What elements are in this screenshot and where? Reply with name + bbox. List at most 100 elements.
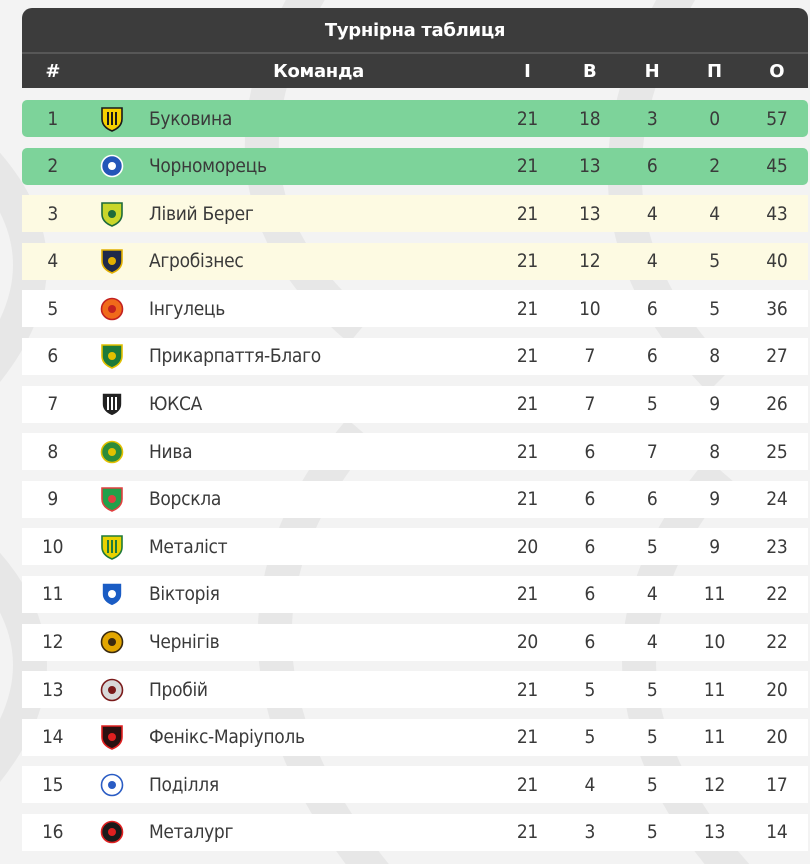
header-divider [22,52,808,54]
table-row[interactable]: 10 Металіст 20 6 5 9 23 [22,528,808,566]
team-name: Металіст [148,535,228,558]
team-logo-cell [83,439,141,465]
team-points: 45 [766,155,788,178]
team-name: Чернігів [148,631,220,654]
games-played: 21 [516,726,538,749]
team-points: 57 [766,107,788,130]
table-row[interactable]: 14 Фенікс-Маріуполь 21 5 5 11 20 [22,718,808,756]
team-logo-cell [83,724,141,751]
table-row[interactable]: 9 Ворскла 21 6 6 9 24 [22,480,808,518]
table-row[interactable]: 2 Чорноморець 21 13 6 2 45 [22,147,808,185]
games-drawn: 6 [646,345,658,368]
table-row[interactable]: 8 Нива 21 6 7 8 25 [22,433,808,471]
games-played: 21 [516,821,538,844]
games-played: 21 [516,250,538,273]
games-played: 21 [516,297,538,320]
team-crest-icon [101,249,123,275]
team-points: 43 [766,202,788,225]
team-points: 20 [766,726,788,749]
row-position: 2 [47,155,58,178]
games-won: 4 [584,773,596,796]
games-drawn: 6 [646,488,658,511]
table-row[interactable]: 4 Агробізнес 21 12 4 5 40 [22,242,808,280]
games-drawn: 5 [646,821,658,844]
games-played: 21 [516,488,538,511]
games-played: 21 [516,393,538,416]
games-drawn: 6 [646,297,658,320]
games-played: 20 [516,535,538,558]
standings-table: Турнірна таблиця # Команда І В Н П О 1 Бу… [22,8,808,862]
games-drawn: 5 [646,535,658,558]
team-points: 25 [766,440,788,463]
games-lost: 11 [703,726,726,749]
team-points: 26 [766,393,788,416]
row-position: 1 [47,107,58,130]
games-drawn: 5 [646,773,658,796]
games-lost: 9 [709,393,720,416]
team-logo-cell [83,106,141,132]
games-drawn: 4 [646,202,658,225]
table-row[interactable]: 11 Вікторія 21 6 4 11 22 [22,575,808,613]
team-name: Чорноморець [148,155,267,178]
games-lost: 9 [709,488,720,511]
games-lost: 10 [703,631,726,654]
games-lost: 5 [709,297,720,320]
team-logo-cell [83,153,141,179]
games-played: 21 [516,107,538,130]
games-played: 21 [516,440,538,463]
table-row[interactable]: 12 Чернігів 20 6 4 10 22 [22,623,808,661]
table-row[interactable]: 7 ЮКСА 21 7 5 9 26 [22,385,808,423]
table-row[interactable]: 5 Інгулець 21 10 6 5 36 [22,290,808,328]
games-drawn: 7 [646,440,658,463]
team-logo-cell [83,629,141,655]
games-won: 3 [584,821,596,844]
table-row[interactable]: 1 Буковина 21 18 3 0 57 [22,100,808,137]
table-row[interactable]: 3 Лівий Берег 21 13 4 4 43 [22,195,808,233]
row-position: 7 [47,393,58,416]
team-points: 23 [766,535,788,558]
team-crest-icon [101,201,123,227]
games-lost: 8 [709,440,720,463]
row-position: 15 [42,773,64,796]
games-lost: 11 [703,678,726,701]
team-crest-icon [100,297,124,321]
games-played: 21 [516,155,538,178]
team-name: Агробізнес [148,250,244,273]
games-won: 7 [584,393,596,416]
col-lost-header: П [707,60,722,82]
team-name: Поділля [148,773,219,796]
table-row[interactable]: 15 Поділля 21 4 5 12 17 [22,766,808,804]
team-crest-icon [101,392,123,417]
games-lost: 0 [709,107,720,130]
col-played-header: І [524,60,531,82]
team-logo-cell [83,296,141,322]
row-position: 11 [42,583,64,606]
games-played: 21 [516,345,538,368]
team-points: 36 [766,297,788,320]
col-team-header: Команда [273,60,365,82]
team-logo-cell [83,534,141,560]
col-pos-header: # [45,60,61,82]
team-logo-cell [83,677,141,703]
team-logo-cell [83,581,141,608]
table-row[interactable]: 16 Металург 21 3 5 13 14 [22,813,808,851]
team-crest-icon [101,106,123,132]
team-crest-icon [100,821,124,844]
games-drawn: 6 [646,155,658,178]
games-lost: 11 [703,583,726,606]
row-position: 14 [42,726,64,749]
team-points: 22 [766,631,788,654]
team-crest-icon [101,487,123,513]
table-row[interactable]: 13 Пробій 21 5 5 11 20 [22,671,808,709]
team-crest-icon [100,630,124,654]
row-position: 10 [42,535,64,558]
games-played: 20 [516,631,538,654]
table-row[interactable]: 6 Прикарпаття-Благо 21 7 6 8 27 [22,337,808,375]
team-crest-icon [101,725,123,751]
col-won-header: В [582,60,597,82]
row-position: 13 [42,678,64,701]
games-drawn: 4 [646,583,658,606]
games-lost: 9 [709,535,720,558]
team-logo-cell [83,248,141,275]
row-position: 5 [47,297,58,320]
